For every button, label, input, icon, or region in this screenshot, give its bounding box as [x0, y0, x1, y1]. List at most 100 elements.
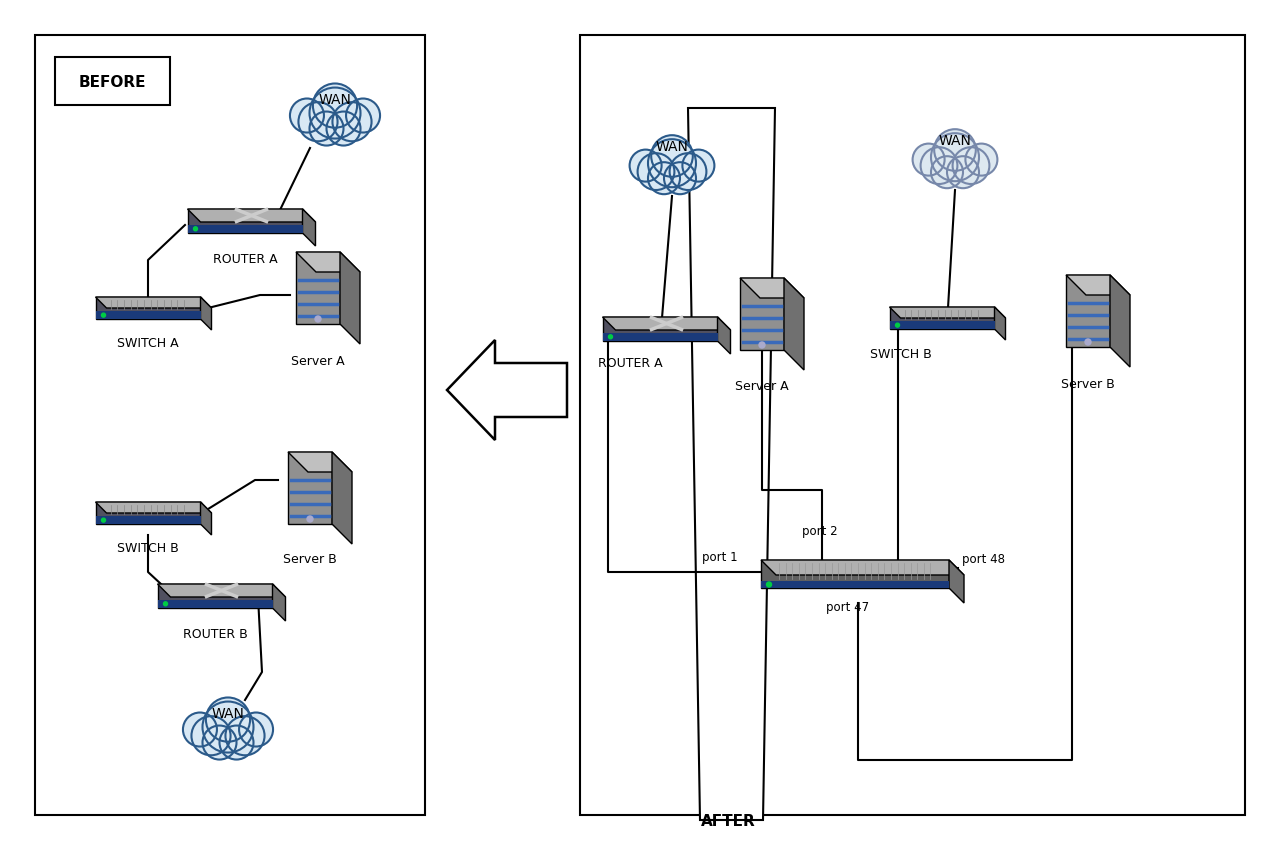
Bar [55, 57, 170, 105]
Circle shape [685, 152, 711, 178]
Circle shape [223, 728, 251, 756]
Circle shape [315, 316, 322, 322]
Circle shape [683, 150, 715, 182]
Circle shape [210, 701, 246, 738]
Polygon shape [1066, 275, 1130, 295]
Circle shape [953, 147, 989, 184]
Circle shape [183, 712, 216, 746]
Text: Server A: Server A [735, 380, 789, 393]
Circle shape [313, 115, 341, 143]
Circle shape [667, 165, 693, 191]
Polygon shape [949, 560, 965, 603]
Circle shape [293, 102, 320, 129]
Polygon shape [740, 278, 804, 298]
Circle shape [968, 146, 994, 173]
Circle shape [670, 153, 706, 190]
Circle shape [895, 323, 899, 327]
Circle shape [333, 102, 371, 141]
Polygon shape [784, 278, 804, 370]
Polygon shape [602, 317, 717, 341]
Circle shape [655, 139, 689, 173]
Circle shape [648, 139, 696, 187]
Circle shape [648, 162, 680, 194]
Circle shape [219, 726, 254, 760]
Circle shape [1085, 339, 1091, 345]
Polygon shape [302, 209, 315, 246]
Circle shape [931, 156, 963, 188]
Polygon shape [761, 581, 949, 588]
Polygon shape [158, 584, 286, 597]
Circle shape [934, 159, 961, 185]
Text: WAN: WAN [319, 93, 351, 107]
Circle shape [966, 144, 998, 176]
Circle shape [673, 156, 703, 187]
Circle shape [633, 152, 658, 178]
Text: port 47: port 47 [826, 601, 870, 614]
Polygon shape [96, 297, 201, 319]
Circle shape [766, 582, 771, 587]
Circle shape [652, 144, 692, 183]
Circle shape [101, 518, 105, 522]
Polygon shape [187, 209, 302, 233]
Circle shape [346, 99, 380, 133]
Circle shape [195, 720, 227, 751]
Polygon shape [1111, 275, 1130, 367]
Polygon shape [339, 252, 360, 344]
Bar [35, 35, 425, 815]
Circle shape [101, 313, 105, 317]
Polygon shape [740, 278, 784, 350]
Circle shape [208, 706, 249, 748]
Circle shape [164, 602, 168, 606]
Circle shape [924, 150, 954, 181]
Polygon shape [332, 452, 352, 544]
Circle shape [205, 728, 233, 756]
Circle shape [290, 99, 324, 133]
Circle shape [638, 153, 674, 190]
Text: ROUTER B: ROUTER B [183, 628, 247, 641]
Polygon shape [296, 252, 339, 324]
Polygon shape [288, 452, 352, 472]
Circle shape [651, 135, 693, 177]
Circle shape [938, 133, 972, 167]
Polygon shape [889, 321, 994, 329]
Circle shape [640, 156, 671, 187]
Circle shape [947, 156, 979, 188]
Circle shape [350, 102, 377, 129]
Polygon shape [187, 224, 302, 233]
Circle shape [336, 105, 368, 138]
Circle shape [202, 701, 254, 752]
Text: port 1: port 1 [702, 552, 738, 564]
Circle shape [664, 162, 696, 194]
Text: WAN: WAN [211, 707, 245, 721]
Text: WAN: WAN [939, 134, 971, 148]
Polygon shape [688, 108, 775, 820]
Polygon shape [201, 297, 211, 330]
Polygon shape [717, 317, 730, 354]
Text: Server B: Server B [283, 553, 337, 566]
Circle shape [307, 516, 313, 522]
Circle shape [629, 150, 661, 182]
Polygon shape [96, 502, 201, 524]
Polygon shape [96, 502, 211, 513]
Polygon shape [1066, 275, 1111, 347]
Polygon shape [447, 340, 567, 440]
Text: AFTER: AFTER [701, 814, 756, 830]
Circle shape [316, 88, 354, 124]
Circle shape [242, 716, 270, 744]
Polygon shape [187, 209, 315, 222]
Circle shape [310, 88, 360, 139]
Polygon shape [296, 252, 360, 272]
Polygon shape [288, 452, 332, 524]
Circle shape [327, 111, 360, 145]
Polygon shape [994, 307, 1006, 340]
Circle shape [191, 717, 231, 756]
Polygon shape [158, 599, 273, 608]
Circle shape [651, 165, 678, 191]
Text: port 48: port 48 [962, 553, 1006, 566]
Polygon shape [761, 560, 949, 588]
Text: SWITCH B: SWITCH B [117, 542, 179, 555]
Polygon shape [96, 311, 201, 319]
Circle shape [313, 83, 357, 127]
Circle shape [931, 133, 979, 181]
Circle shape [921, 147, 957, 184]
